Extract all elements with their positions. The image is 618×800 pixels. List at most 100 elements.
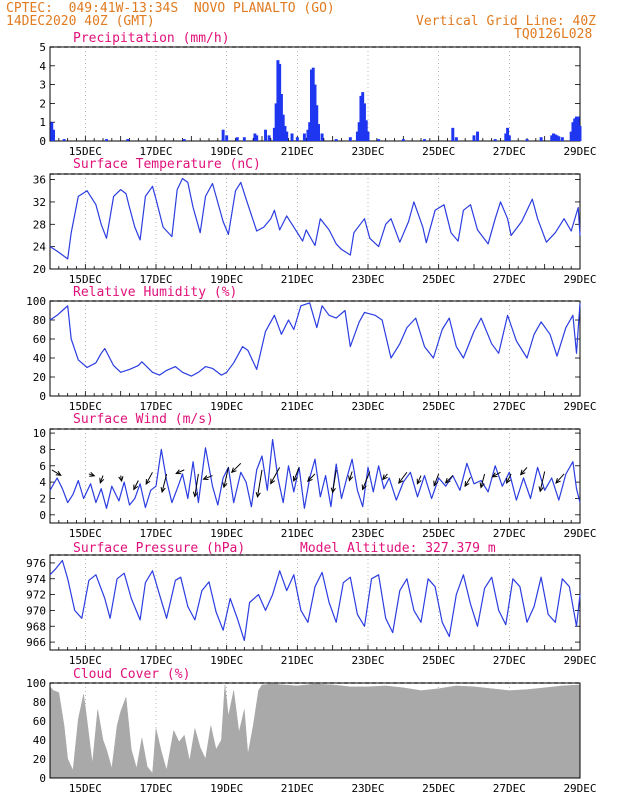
pressure-xtick-label: 25DEC <box>422 654 455 667</box>
pressure-ytick-label: 968 <box>26 620 46 633</box>
humidity-xtick-label: 27DEC <box>493 400 526 413</box>
cloud-xtick-label: 19DEC <box>210 782 243 795</box>
wind-arrow <box>480 473 486 488</box>
precip-bar <box>552 133 555 141</box>
wind-ytick-label: 2 <box>39 492 46 505</box>
cloud-ytick-label: 100 <box>26 677 46 690</box>
temp-panel: 20 24 28 32 36 15DEC 17DEC 19DEC 21DEC 23DEC 25DEC… <box>33 157 597 286</box>
wind-arrow <box>506 473 512 484</box>
precip-bar <box>348 137 352 141</box>
precip-bar <box>279 94 283 141</box>
temp-xtick-label: 17DEC <box>139 273 172 286</box>
precip-bar <box>272 127 276 141</box>
precip-bar <box>225 135 229 141</box>
wind-arrow <box>307 473 316 482</box>
precip-bar <box>574 116 578 141</box>
humidity-xtick-label: 19DEC <box>210 400 243 413</box>
precip-bar <box>182 139 186 141</box>
precip-bar <box>295 137 299 141</box>
wind-arrow <box>194 473 199 497</box>
wind-panel: 0 2 4 6 8 10 15DEC 17DEC 19DEC 21DEC 23DEC 25DEC 27D… <box>33 412 597 540</box>
pressure-ytick-label: 972 <box>26 589 46 602</box>
wind-arrow <box>348 471 353 481</box>
cloud-xtick-label: 15DEC <box>69 782 102 795</box>
precip-bar <box>313 84 317 141</box>
pressure-ytick-label: 970 <box>26 604 46 617</box>
cloud-xtick-label: 25DEC <box>422 782 455 795</box>
precip-bar <box>569 131 573 141</box>
precip-bar <box>506 127 510 141</box>
precip-title: Precipitation (mm/h) <box>73 31 230 46</box>
wind-arrow <box>175 469 185 474</box>
wind-arrow-head <box>230 467 237 474</box>
wind-frame <box>49 428 581 524</box>
precip-bar <box>451 127 455 141</box>
humidity-ytick-label: 20 <box>33 371 46 384</box>
humidity-ytick-label: 80 <box>33 314 46 327</box>
wind-arrow <box>555 473 565 484</box>
wind-arrow-head <box>464 481 470 488</box>
pressure-xtick-label: 19DEC <box>210 654 243 667</box>
cloud-ytick-label: 20 <box>33 753 46 766</box>
precip-bar <box>361 92 365 141</box>
pressure-xtick-label: 21DEC <box>281 654 314 667</box>
precip-bar <box>264 129 268 141</box>
precip-bar <box>362 103 366 141</box>
precip-bar <box>308 122 312 141</box>
cloud-ytick-label: 0 <box>39 772 46 785</box>
wind-arrow-head <box>145 478 151 486</box>
wind-arrow-head <box>292 475 298 482</box>
precip-bar <box>242 137 246 141</box>
precip-bar <box>309 69 313 141</box>
temp-xtick-label: 21DEC <box>281 273 314 286</box>
wind-arrow-head <box>330 487 336 494</box>
temp-xtick-label: 27DEC <box>493 273 526 286</box>
wind-arrow <box>133 480 139 490</box>
precip-bar <box>560 137 564 141</box>
cloud-xtick-label: 29DEC <box>563 782 596 795</box>
wind-xtick-label: 29DEC <box>563 527 596 540</box>
precip-xtick-label: 23DEC <box>351 145 384 158</box>
humidity-title: Relative Humidity (%) <box>73 285 237 300</box>
wind-arrow <box>51 469 62 476</box>
precip-bar <box>571 122 575 141</box>
wind-ytick-label: 6 <box>39 460 46 473</box>
precip-bar <box>423 139 427 141</box>
precip-xtick-label: 27DEC <box>493 145 526 158</box>
precip-bar <box>359 95 363 141</box>
wind-arrow-head <box>433 480 439 487</box>
precip-bar <box>255 135 259 141</box>
precip-bar <box>285 131 289 141</box>
wind-arrow-head <box>222 482 228 489</box>
wind-ytick-label: 4 <box>39 476 46 489</box>
precip-xtick-label: 21DEC <box>281 145 314 158</box>
wind-arrow <box>416 475 422 484</box>
wind-arrow-head <box>444 477 451 484</box>
cloud-xtick-label: 23DEC <box>351 782 384 795</box>
wind-arrow-head <box>506 477 511 485</box>
cloud-panel: 0 20 40 60 80 100 15DEC 17DEC 19DEC 21DEC 23DEC 25D… <box>26 667 596 795</box>
cloud-ytick-label: 40 <box>33 734 46 747</box>
pressure-series-line <box>49 559 581 642</box>
precip-bar <box>401 139 405 141</box>
humidity-xtick-label: 21DEC <box>281 400 314 413</box>
pressure-annotation: Model Altitude: 327.379 m <box>300 541 496 556</box>
precip-bar <box>253 133 257 141</box>
wind-arrow <box>433 473 440 486</box>
precip-xtick-label: 15DEC <box>69 145 102 158</box>
precip-bar <box>364 120 368 141</box>
wind-arrow-head <box>348 475 354 482</box>
header-title: CPTEC: 049:41W-13:34S NOVO PLANALTO (GO) <box>6 1 335 16</box>
precip-bar <box>555 135 559 141</box>
cloud-xtick-label: 27DEC <box>493 782 526 795</box>
wind-xtick-label: 27DEC <box>493 527 526 540</box>
wind-arrow-head <box>89 471 96 477</box>
wind-arrow <box>520 467 528 475</box>
humidity-xtick-label: 29DEC <box>563 400 596 413</box>
wind-series-line <box>49 439 581 509</box>
precip-bar <box>454 137 458 141</box>
wind-xtick-label: 25DEC <box>422 527 455 540</box>
wind-arrow <box>332 469 337 493</box>
humidity-xtick-label: 15DEC <box>69 400 102 413</box>
precip-bar <box>62 139 66 141</box>
